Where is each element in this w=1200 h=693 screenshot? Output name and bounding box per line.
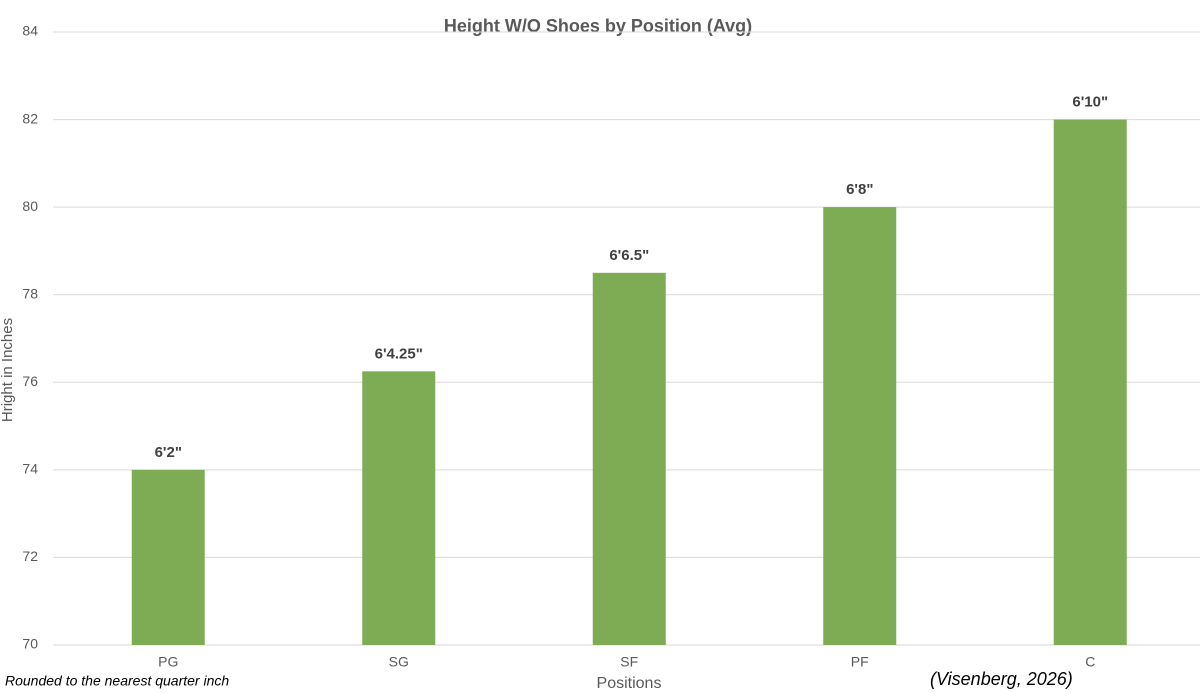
x-axis-label: Positions: [597, 675, 662, 692]
footnote: Rounded to the nearest quarter inch: [5, 673, 229, 689]
bar: [362, 371, 436, 645]
x-tick-label: C: [1085, 654, 1095, 670]
data-label: 6'2": [155, 444, 182, 461]
x-tick-label: SF: [620, 654, 638, 670]
chart-title: Height W/O Shoes by Position (Avg): [444, 16, 752, 36]
data-label: 6'10": [1072, 94, 1108, 111]
y-tick-label: 70: [22, 636, 38, 652]
x-tick-label: SG: [389, 654, 409, 670]
y-tick-label: 82: [22, 110, 38, 126]
data-label: 6'4.25": [375, 345, 423, 362]
y-tick-label: 74: [22, 461, 38, 477]
citation: (Visenberg, 2026): [930, 669, 1073, 689]
x-tick-label: PF: [851, 654, 869, 670]
bar: [823, 207, 897, 645]
bar: [592, 272, 666, 645]
bar: [1053, 119, 1127, 646]
y-tick-label: 72: [22, 548, 38, 564]
y-tick-label: 80: [22, 198, 38, 214]
y-tick-label: 78: [22, 285, 38, 301]
bar: [131, 469, 205, 645]
y-axis-label: Hright in Inches: [0, 318, 16, 422]
y-tick-label: 76: [22, 373, 38, 389]
y-tick-label: 84: [22, 23, 38, 39]
data-label: 6'6.5": [609, 247, 649, 264]
data-label: 6'8": [846, 181, 873, 198]
x-tick-label: PG: [158, 654, 178, 670]
